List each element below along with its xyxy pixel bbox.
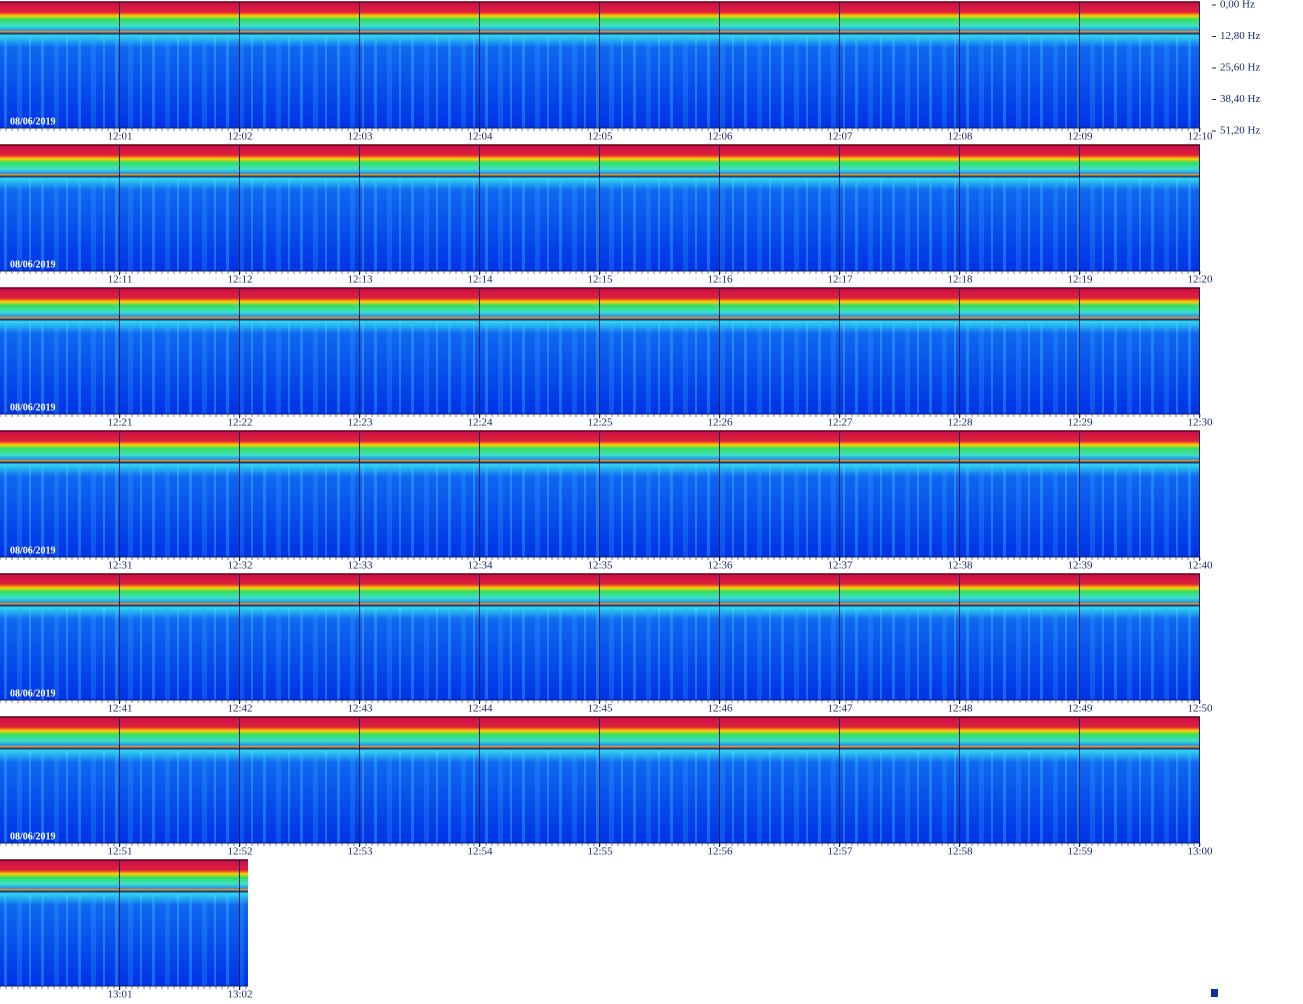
time-label: 12:14 <box>467 274 493 286</box>
time-label: 12:57 <box>827 846 853 858</box>
time-label: 12:16 <box>707 274 733 286</box>
time-label: 12:25 <box>587 417 613 429</box>
time-label: 12:04 <box>467 131 493 143</box>
time-label: 12:59 <box>1067 846 1093 858</box>
time-label: 12:49 <box>1067 703 1093 715</box>
time-label: 12:13 <box>347 274 373 286</box>
time-label: 12:52 <box>227 846 252 858</box>
time-label: 12:44 <box>467 703 493 715</box>
time-label: 12:21 <box>107 417 132 429</box>
frequency-label: 0,00 Hz <box>1220 0 1255 11</box>
spectrogram-streaks <box>0 894 248 986</box>
time-label: 12:46 <box>707 703 733 715</box>
time-label: 12:56 <box>707 846 733 858</box>
time-label: 12:36 <box>707 560 733 572</box>
time-label: 12:10 <box>1187 131 1213 143</box>
time-label: 12:15 <box>587 274 613 286</box>
time-label: 12:40 <box>1187 560 1213 572</box>
time-label: 13:01 <box>107 989 132 1001</box>
date-label: 08/06/2019 <box>10 402 56 413</box>
frequency-label: 25,60 Hz <box>1220 62 1260 74</box>
time-label: 12:33 <box>347 560 373 572</box>
time-label: 12:08 <box>947 131 973 143</box>
date-label: 08/06/2019 <box>10 259 56 270</box>
time-label: 12:24 <box>467 417 493 429</box>
time-label: 12:11 <box>108 274 133 286</box>
time-label: 12:12 <box>227 274 252 286</box>
time-label: 12:39 <box>1067 560 1093 572</box>
time-label: 12:18 <box>947 274 973 286</box>
status-icon <box>1211 989 1218 997</box>
time-label: 12:29 <box>1067 417 1093 429</box>
time-label: 12:37 <box>827 560 853 572</box>
frequency-label: 51,20 Hz <box>1220 125 1260 137</box>
time-label: 12:58 <box>947 846 973 858</box>
time-label: 12:55 <box>587 846 613 858</box>
date-label: 08/06/2019 <box>10 831 56 842</box>
time-label: 12:42 <box>227 703 252 715</box>
time-label: 12:01 <box>107 131 132 143</box>
time-label: 12:32 <box>227 560 252 572</box>
time-label: 12:31 <box>107 560 132 572</box>
time-label: 12:50 <box>1187 703 1213 715</box>
time-label: 12:51 <box>107 846 132 858</box>
time-label: 12:47 <box>827 703 853 715</box>
time-label: 12:23 <box>347 417 373 429</box>
time-label: 12:43 <box>347 703 373 715</box>
time-label: 12:53 <box>347 846 373 858</box>
time-label: 12:02 <box>227 131 252 143</box>
time-label: 12:48 <box>947 703 973 715</box>
time-label: 12:28 <box>947 417 973 429</box>
time-label: 12:41 <box>107 703 132 715</box>
time-label: 12:17 <box>827 274 853 286</box>
time-label: 13:02 <box>227 989 252 1001</box>
time-label: 12:09 <box>1067 131 1093 143</box>
time-label: 12:22 <box>227 417 252 429</box>
time-label: 12:05 <box>587 131 613 143</box>
frequency-label: 38,40 Hz <box>1220 93 1260 105</box>
date-label: 08/06/2019 <box>10 545 56 556</box>
time-label: 12:20 <box>1187 274 1213 286</box>
time-label: 12:30 <box>1187 417 1213 429</box>
date-label: 08/06/2019 <box>10 116 56 127</box>
time-label: 12:34 <box>467 560 493 572</box>
time-label: 12:06 <box>707 131 733 143</box>
time-label: 12:45 <box>587 703 613 715</box>
time-label: 12:07 <box>827 131 853 143</box>
time-label: 12:54 <box>467 846 493 858</box>
time-label: 12:03 <box>347 131 373 143</box>
time-label: 12:19 <box>1067 274 1093 286</box>
date-label: 08/06/2019 <box>10 688 56 699</box>
time-label: 12:38 <box>947 560 973 572</box>
time-label: 12:35 <box>587 560 613 572</box>
time-label: 12:27 <box>827 417 853 429</box>
time-label: 12:26 <box>707 417 733 429</box>
frequency-label: 12,80 Hz <box>1220 30 1260 42</box>
time-label: 13:00 <box>1187 846 1213 858</box>
